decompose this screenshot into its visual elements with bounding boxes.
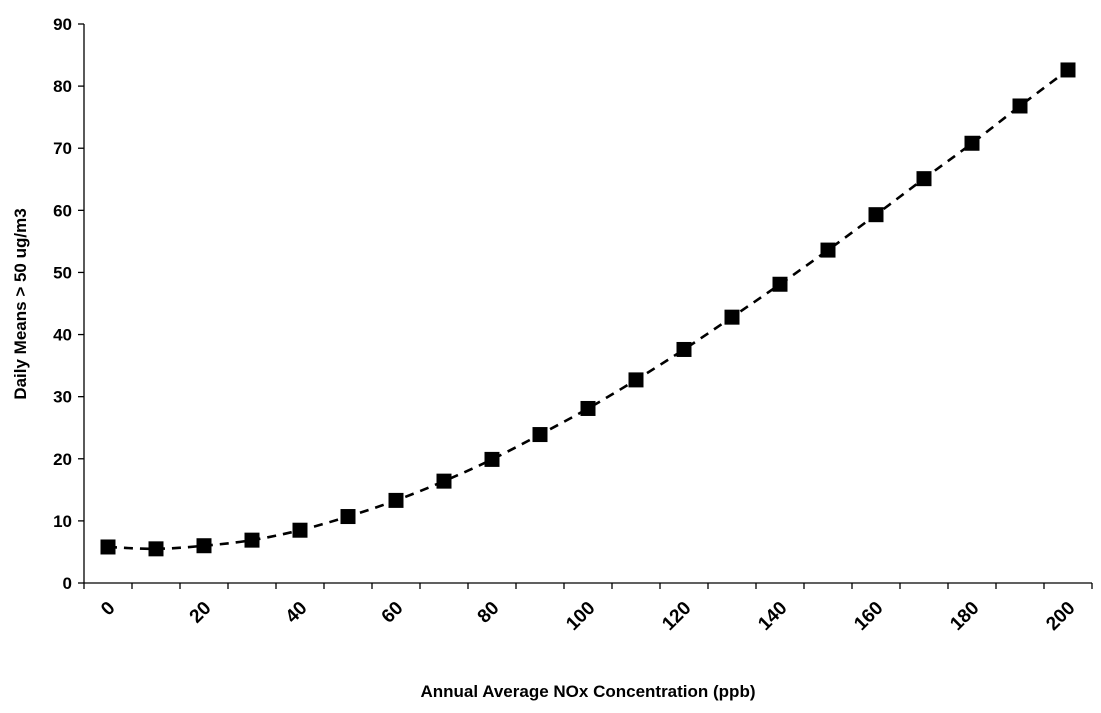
data-points <box>100 62 1076 557</box>
x-tick-label: 180 <box>946 598 983 635</box>
data-point <box>868 207 884 223</box>
y-tick-label: 20 <box>53 450 72 469</box>
y-tick-label: 30 <box>53 388 72 407</box>
data-point <box>100 539 116 555</box>
data-point <box>244 532 260 548</box>
data-point <box>148 541 164 557</box>
data-point <box>1060 62 1076 78</box>
y-tick-label: 70 <box>53 139 72 158</box>
series-trendline <box>107 68 1069 551</box>
x-tick-label: 120 <box>658 598 695 635</box>
x-tick-label: 100 <box>562 598 599 635</box>
data-point <box>484 451 500 467</box>
data-point <box>292 522 308 538</box>
data-point <box>532 427 548 443</box>
data-point <box>340 509 356 525</box>
trendline-layer <box>107 68 1069 551</box>
data-point <box>820 242 836 258</box>
y-tick-label: 90 <box>53 15 72 34</box>
data-point <box>628 372 644 388</box>
y-tick-label: 80 <box>53 77 72 96</box>
x-tick-label: 40 <box>282 598 312 628</box>
data-point <box>1012 98 1028 114</box>
data-point <box>196 538 212 554</box>
data-point <box>676 341 692 357</box>
axes <box>78 23 1093 589</box>
x-tick-label: 80 <box>474 598 504 628</box>
data-point <box>964 135 980 151</box>
x-tick-label: 160 <box>850 598 887 635</box>
x-tick-label: 20 <box>186 598 216 628</box>
data-point <box>436 473 452 489</box>
data-point <box>772 276 788 292</box>
x-tick-label: 60 <box>378 598 408 628</box>
data-point <box>916 171 932 187</box>
data-point <box>724 309 740 325</box>
x-tick-label: 200 <box>1042 598 1079 635</box>
y-tick-label: 50 <box>53 263 72 282</box>
y-tick-label: 10 <box>53 512 72 531</box>
x-axis-title: Annual Average NOx Concentration (ppb) <box>421 682 756 701</box>
data-point <box>580 400 596 416</box>
y-tick-label: 40 <box>53 326 72 345</box>
y-tick-label: 60 <box>53 201 72 220</box>
data-point <box>388 492 404 508</box>
y-axis-title: Daily Means > 50 ug/m3 <box>11 208 30 399</box>
x-tick-label: 0 <box>97 598 119 620</box>
x-tick-label: 140 <box>754 598 791 635</box>
y-tick-label: 0 <box>63 574 72 593</box>
